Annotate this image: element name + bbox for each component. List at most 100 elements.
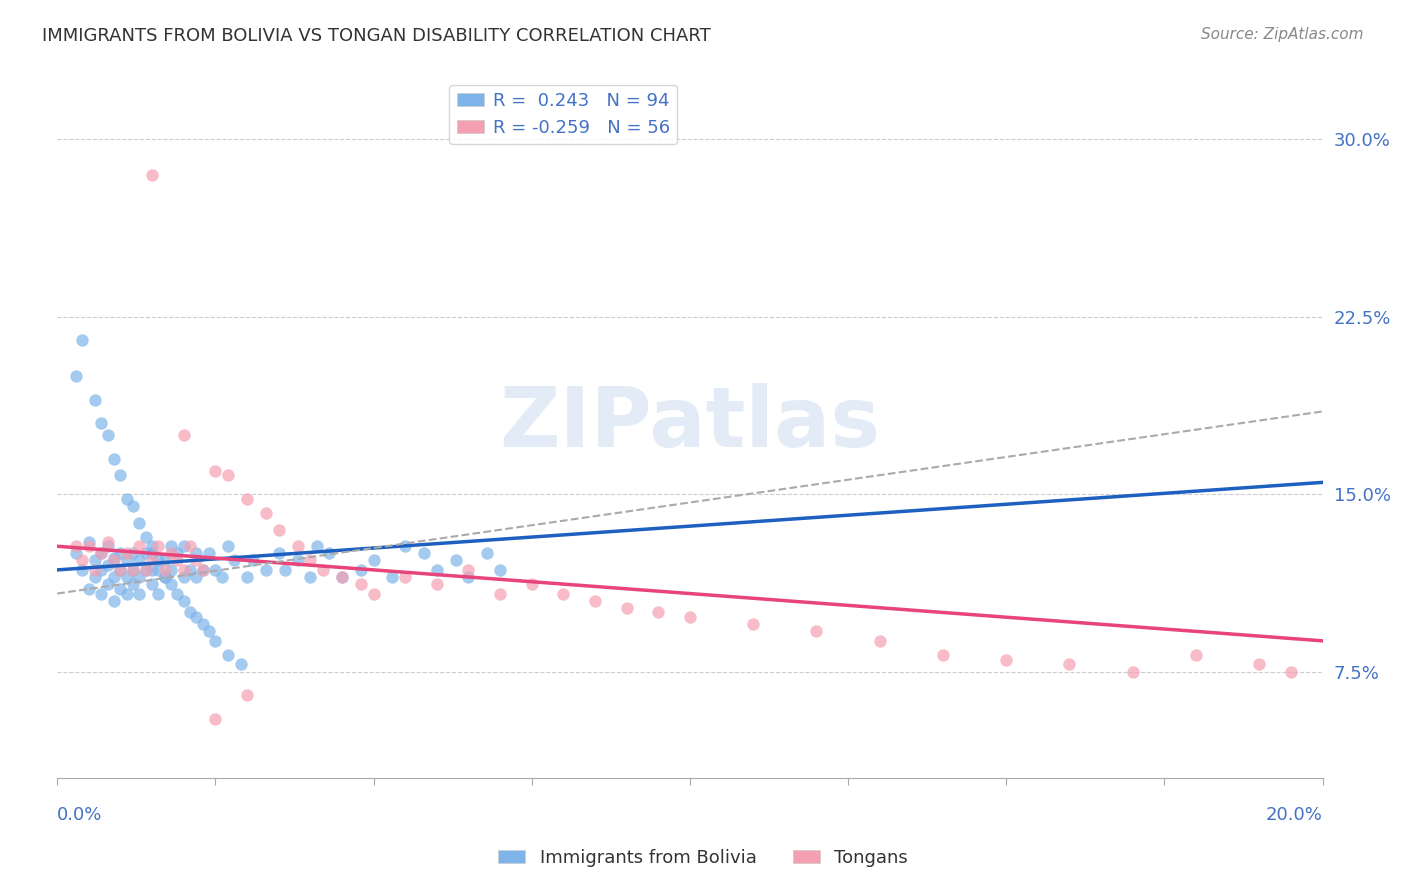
Point bbox=[103, 451, 125, 466]
Point bbox=[110, 563, 132, 577]
Point bbox=[97, 539, 120, 553]
Point bbox=[553, 586, 575, 600]
Point bbox=[173, 570, 195, 584]
Point bbox=[122, 563, 145, 577]
Point bbox=[330, 570, 353, 584]
Point bbox=[179, 563, 201, 577]
Point bbox=[65, 368, 87, 383]
Point bbox=[141, 577, 163, 591]
Point bbox=[84, 563, 107, 577]
Point bbox=[267, 523, 290, 537]
Point bbox=[394, 539, 416, 553]
Point bbox=[90, 417, 112, 431]
Point bbox=[583, 593, 606, 607]
Point bbox=[148, 563, 170, 577]
Point bbox=[173, 593, 195, 607]
Point bbox=[318, 546, 340, 560]
Point bbox=[363, 553, 385, 567]
Legend: R =  0.243   N = 94, R = -0.259   N = 56: R = 0.243 N = 94, R = -0.259 N = 56 bbox=[450, 85, 678, 145]
Point bbox=[198, 624, 221, 639]
Point bbox=[103, 553, 125, 567]
Point bbox=[148, 539, 170, 553]
Point bbox=[103, 593, 125, 607]
Point bbox=[110, 546, 132, 560]
Point bbox=[115, 546, 138, 560]
Point bbox=[173, 428, 195, 442]
Point bbox=[186, 553, 208, 567]
Point bbox=[90, 563, 112, 577]
Point bbox=[350, 577, 373, 591]
Point bbox=[204, 563, 226, 577]
Point bbox=[128, 553, 150, 567]
Point bbox=[191, 617, 214, 632]
Point bbox=[1122, 665, 1144, 679]
Point bbox=[160, 563, 183, 577]
Point bbox=[103, 551, 125, 566]
Point bbox=[135, 530, 157, 544]
Point bbox=[122, 546, 145, 560]
Point bbox=[128, 539, 150, 553]
Point bbox=[198, 546, 221, 560]
Text: 0.0%: 0.0% bbox=[58, 806, 103, 824]
Point bbox=[122, 577, 145, 591]
Point bbox=[77, 582, 100, 596]
Point bbox=[254, 506, 277, 520]
Point bbox=[995, 653, 1018, 667]
Point bbox=[115, 570, 138, 584]
Point bbox=[217, 468, 239, 483]
Point bbox=[153, 553, 176, 567]
Point bbox=[160, 539, 183, 553]
Point bbox=[141, 553, 163, 567]
Point bbox=[520, 577, 543, 591]
Point bbox=[394, 570, 416, 584]
Point bbox=[457, 563, 479, 577]
Point bbox=[330, 570, 353, 584]
Point bbox=[489, 563, 512, 577]
Point bbox=[141, 563, 163, 577]
Point bbox=[350, 563, 373, 577]
Point bbox=[110, 582, 132, 596]
Point bbox=[287, 553, 309, 567]
Point bbox=[287, 539, 309, 553]
Point bbox=[806, 624, 828, 639]
Point bbox=[186, 546, 208, 560]
Point bbox=[97, 534, 120, 549]
Point bbox=[148, 586, 170, 600]
Point bbox=[179, 539, 201, 553]
Point bbox=[72, 334, 94, 348]
Point bbox=[65, 546, 87, 560]
Point bbox=[84, 392, 107, 407]
Point bbox=[312, 563, 335, 577]
Point bbox=[242, 553, 264, 567]
Point bbox=[932, 648, 955, 662]
Point bbox=[204, 464, 226, 478]
Point bbox=[299, 570, 322, 584]
Point bbox=[97, 558, 120, 573]
Point bbox=[65, 539, 87, 553]
Point bbox=[381, 570, 404, 584]
Point bbox=[173, 539, 195, 553]
Point bbox=[477, 546, 499, 560]
Point bbox=[122, 563, 145, 577]
Point bbox=[90, 586, 112, 600]
Point bbox=[217, 648, 239, 662]
Point bbox=[128, 570, 150, 584]
Point bbox=[647, 606, 669, 620]
Point bbox=[160, 546, 183, 560]
Point bbox=[141, 539, 163, 553]
Point bbox=[204, 633, 226, 648]
Point bbox=[110, 563, 132, 577]
Point bbox=[141, 168, 163, 182]
Point bbox=[457, 570, 479, 584]
Point bbox=[236, 570, 259, 584]
Point bbox=[299, 553, 322, 567]
Point bbox=[224, 553, 246, 567]
Point bbox=[84, 570, 107, 584]
Point bbox=[166, 586, 188, 600]
Point bbox=[135, 546, 157, 560]
Point bbox=[1279, 665, 1302, 679]
Point bbox=[1059, 657, 1081, 672]
Point bbox=[148, 553, 170, 567]
Point bbox=[166, 553, 188, 567]
Point bbox=[254, 563, 277, 577]
